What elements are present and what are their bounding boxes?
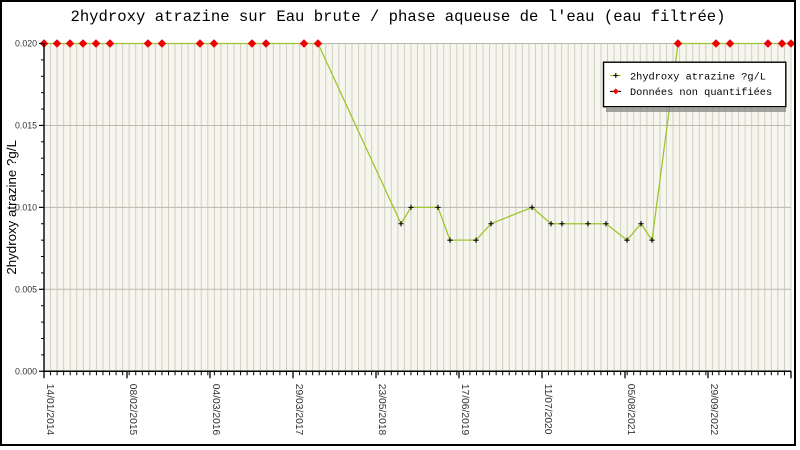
svg-text:08/02/2015: 08/02/2015 xyxy=(127,384,138,436)
svg-text:11/07/2020: 11/07/2020 xyxy=(542,384,553,435)
svg-text:0.005: 0.005 xyxy=(15,284,37,294)
svg-text:2hydroxy atrazine ?g/L: 2hydroxy atrazine ?g/L xyxy=(4,140,19,275)
svg-text:0.000: 0.000 xyxy=(15,366,37,376)
svg-text:05/08/2021: 05/08/2021 xyxy=(625,384,636,436)
svg-text:17/06/2019: 17/06/2019 xyxy=(459,384,470,436)
svg-text:29/09/2022: 29/09/2022 xyxy=(708,384,719,436)
svg-text:2hydroxy atrazine ?g/L: 2hydroxy atrazine ?g/L xyxy=(630,71,766,83)
svg-text:0.015: 0.015 xyxy=(15,120,37,130)
svg-text:29/03/2017: 29/03/2017 xyxy=(293,384,304,436)
svg-text:04/03/2016: 04/03/2016 xyxy=(210,384,221,436)
svg-text:24/10/2023: 24/10/2023 xyxy=(791,384,796,436)
svg-text:0.020: 0.020 xyxy=(15,39,37,49)
svg-text:23/05/2018: 23/05/2018 xyxy=(376,384,387,436)
svg-text:Données non quantifiées: Données non quantifiées xyxy=(630,87,772,99)
svg-text:14/01/2014: 14/01/2014 xyxy=(44,384,55,436)
